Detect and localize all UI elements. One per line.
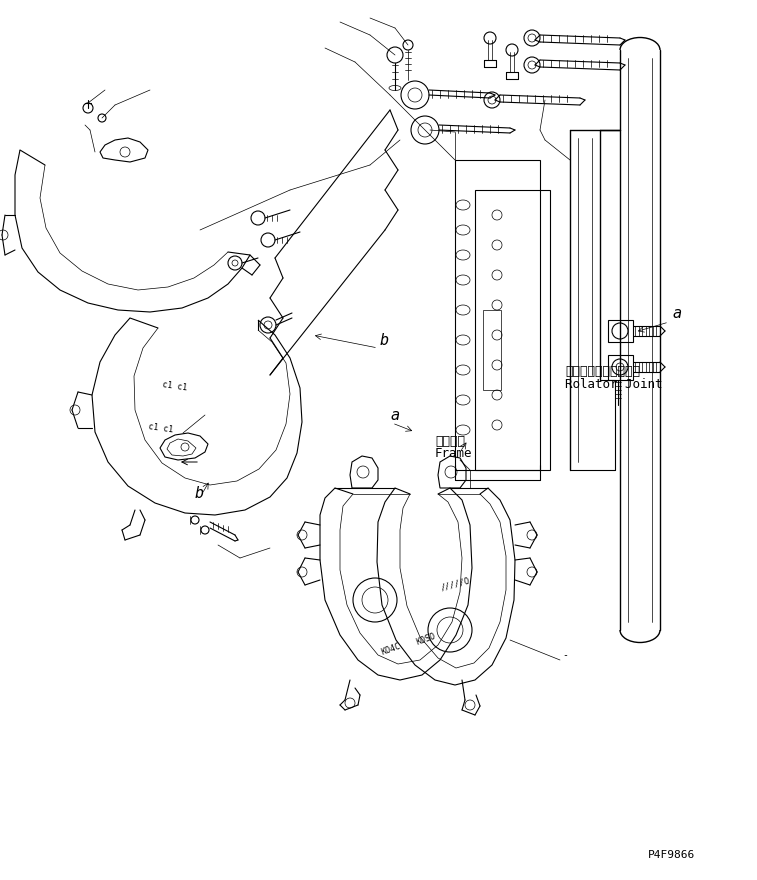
- Bar: [608, 320, 633, 342]
- Text: a: a: [672, 306, 681, 321]
- Text: c1 c1: c1 c1: [162, 379, 188, 392]
- Text: c1 c1: c1 c1: [148, 422, 174, 434]
- Text: P4F9866: P4F9866: [648, 850, 695, 860]
- Text: Frame: Frame: [435, 447, 472, 460]
- Text: b: b: [195, 486, 204, 501]
- Text: b: b: [380, 333, 389, 348]
- Text: Rolator Joint: Rolator Joint: [565, 378, 662, 391]
- Bar: [483, 310, 501, 390]
- Bar: [475, 190, 550, 470]
- Text: /////O: /////O: [440, 576, 472, 592]
- Text: ローテータジョイント: ローテータジョイント: [565, 365, 640, 378]
- Text: -: -: [562, 650, 568, 660]
- Text: a: a: [390, 408, 399, 423]
- Bar: [455, 160, 540, 470]
- Text: KO4C: KO4C: [380, 642, 402, 657]
- Text: フレーム: フレーム: [435, 435, 465, 448]
- Bar: [608, 355, 633, 380]
- Text: KOSO: KOSO: [415, 632, 437, 647]
